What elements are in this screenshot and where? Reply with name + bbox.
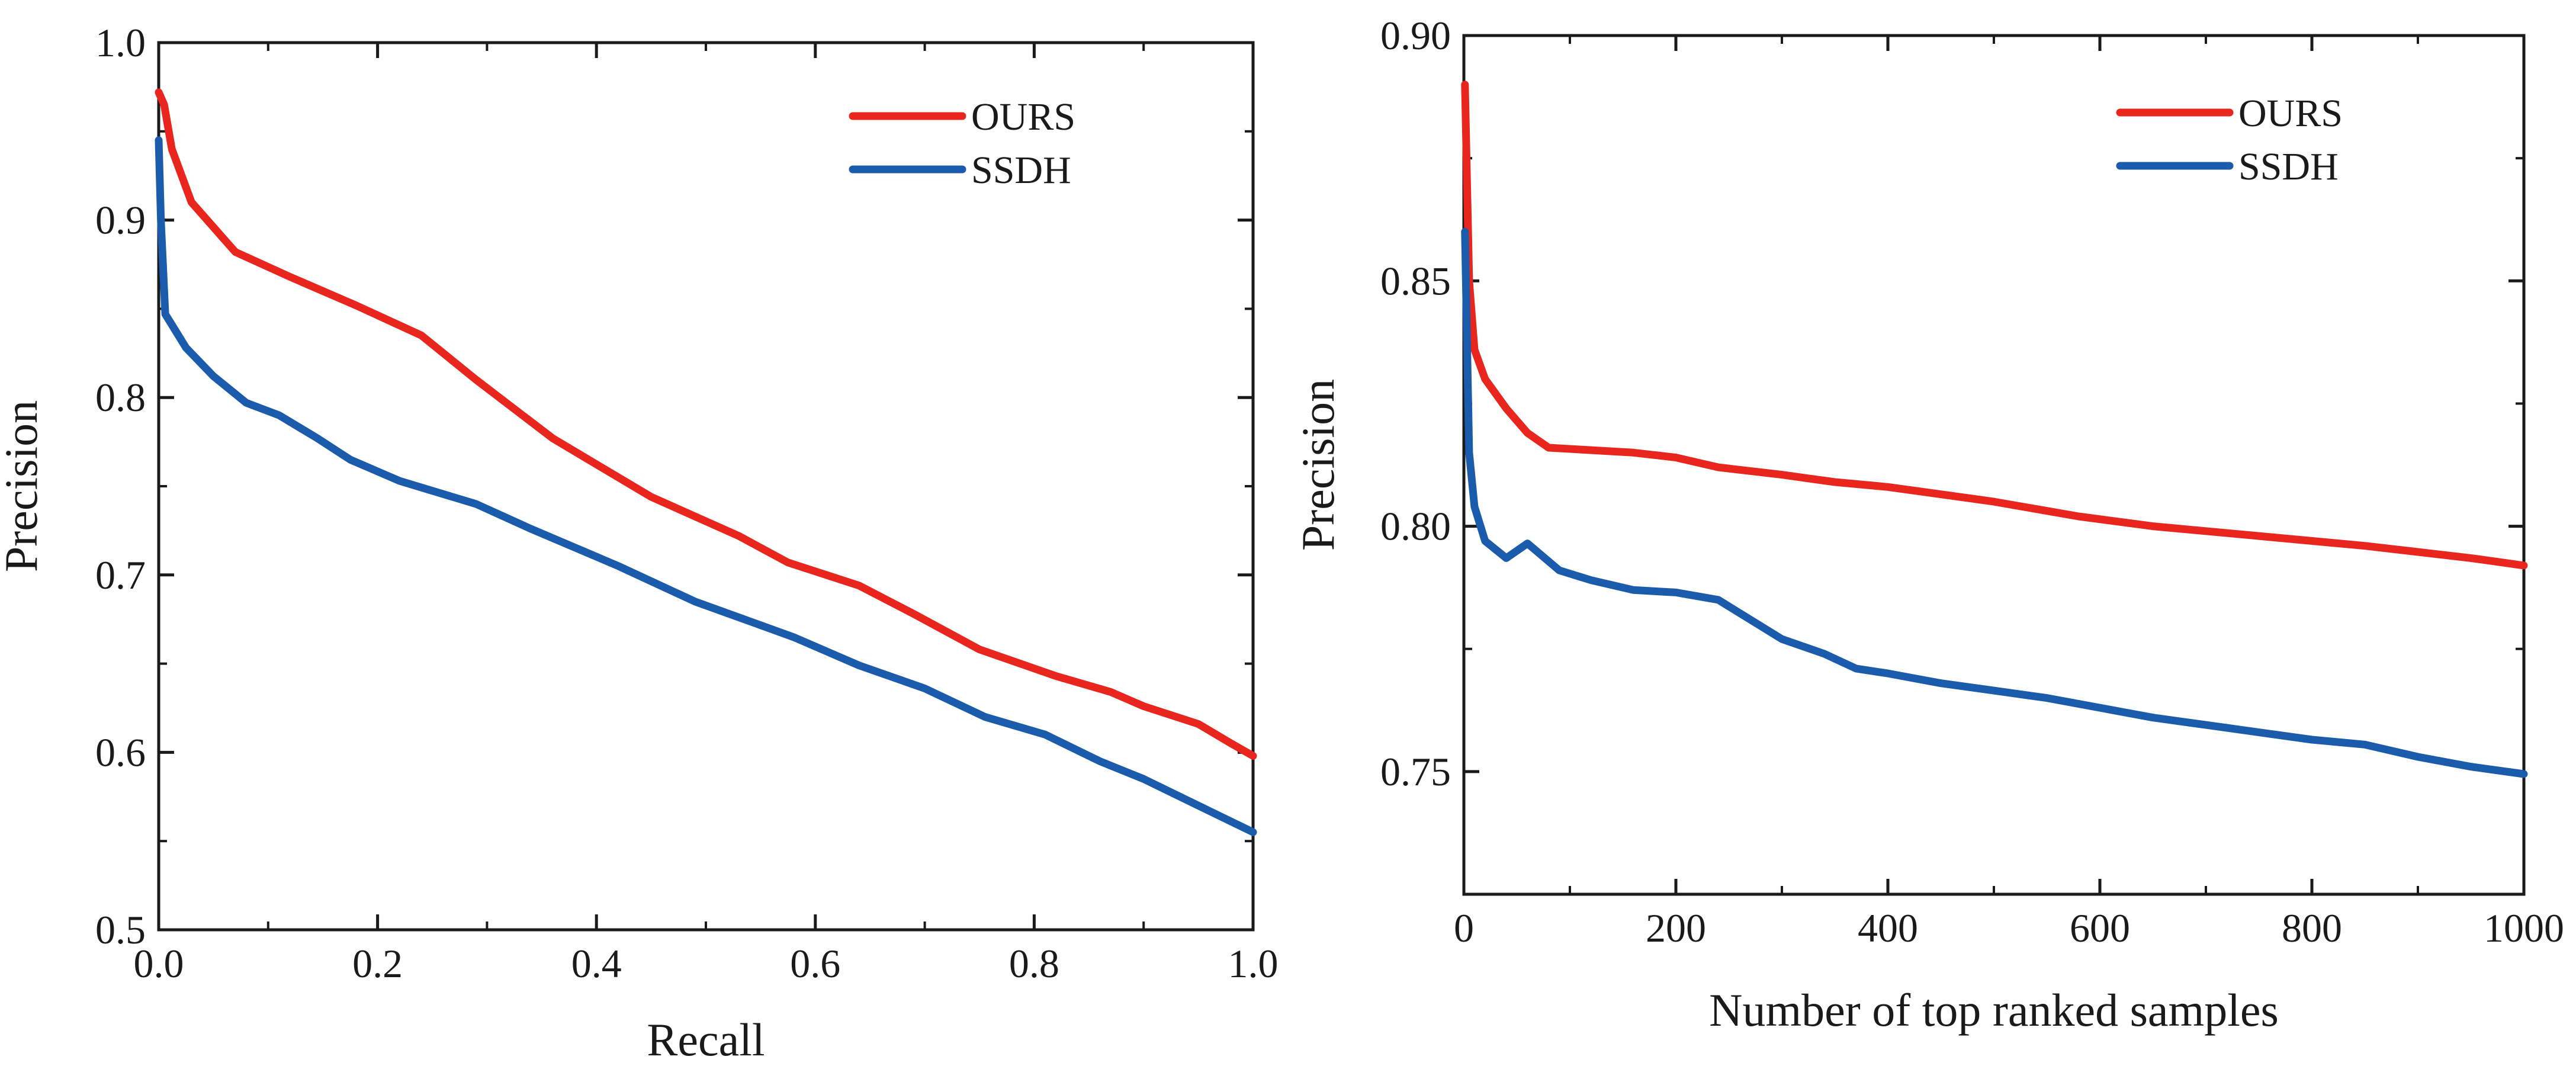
- y-tick-label: 0.90: [1380, 13, 1451, 58]
- plot-frame: [157, 41, 1255, 932]
- x-tick-label: 0.4: [571, 941, 622, 986]
- x-tick-label: 0: [1454, 906, 1474, 951]
- y-tick-label: 0.6: [95, 730, 146, 775]
- series-line-ssdh: [155, 136, 1257, 836]
- legend-label-ssdh: SSDH: [2238, 145, 2339, 188]
- x-tick-label: 1.0: [1228, 941, 1279, 986]
- x-tick-label: 800: [2282, 906, 2342, 951]
- x-axis-title: Recall: [647, 1014, 765, 1065]
- y-tick-label: 0.5: [95, 907, 146, 952]
- legend-label-ours: OURS: [971, 95, 1075, 139]
- y-tick-label: 0.80: [1380, 504, 1451, 549]
- y-axis-title: Precision: [1292, 379, 1344, 551]
- x-tick-label: 400: [1858, 906, 1918, 951]
- x-tick-label: 0.2: [352, 941, 403, 986]
- series-line-ours: [155, 88, 1257, 760]
- plot-frame: [1462, 34, 2526, 896]
- y-tick-label: 1.0: [95, 20, 146, 65]
- x-tick-label: 200: [1646, 906, 1706, 951]
- x-tick-label: 600: [2070, 906, 2130, 951]
- recall-precision-chart: 0.0 0.2 0.4 0.6 0.8 1.0 0.5 0.6 0.7 0.8 0.9 1.0 Reca…: [0, 20, 1279, 1065]
- x-tick-label: 1000: [2484, 906, 2564, 951]
- series-line-ssdh: [1461, 227, 2528, 778]
- x-tick-label: 0.0: [134, 941, 184, 986]
- top-ranked-precision-chart: 0 200 400 600 800 1000 0.75 0.80 0.85 0.90 Number …: [1292, 13, 2564, 1036]
- y-tick-label: 0.8: [95, 375, 146, 420]
- legend-label-ours: OURS: [2238, 92, 2343, 135]
- y-tick-label: 0.85: [1380, 258, 1451, 303]
- y-tick-label: 0.75: [1380, 749, 1451, 794]
- x-tick-label: 0.8: [1009, 941, 1059, 986]
- x-tick-label: 0.6: [790, 941, 840, 986]
- y-tick-label: 0.9: [95, 198, 146, 243]
- x-axis-title: Number of top ranked samples: [1709, 984, 2279, 1036]
- y-axis-title: Precision: [0, 400, 47, 572]
- y-tick-label: 0.7: [95, 553, 146, 598]
- legend-label-ssdh: SSDH: [971, 149, 1071, 192]
- series-line-ours: [1461, 81, 2528, 570]
